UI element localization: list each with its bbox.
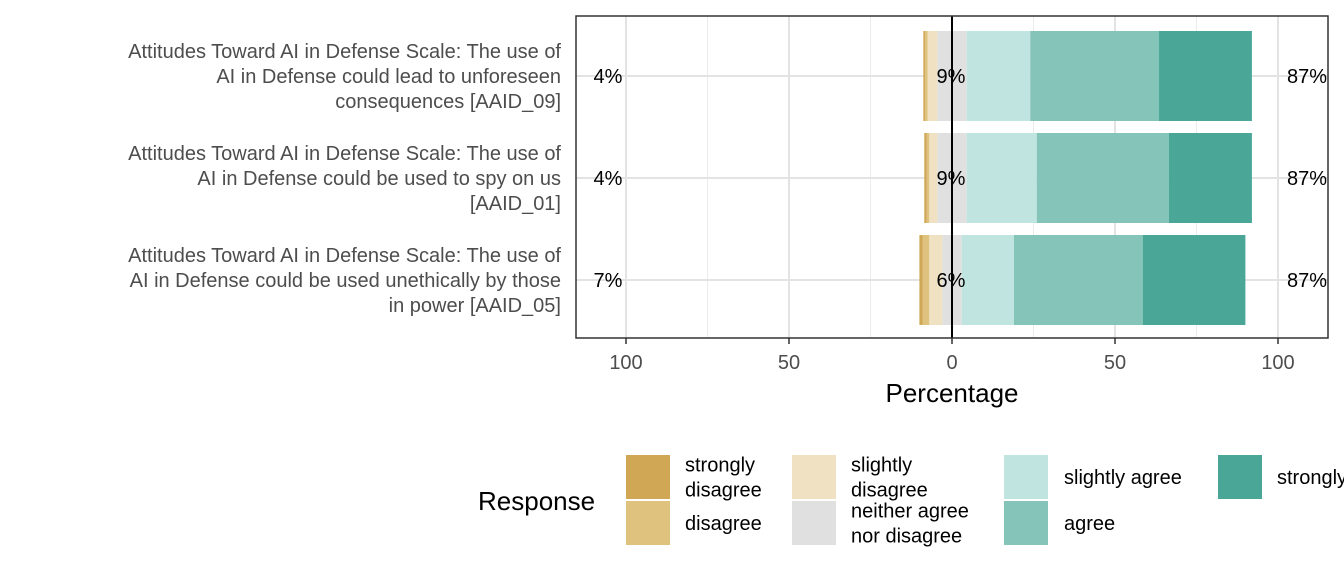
legend-key-strongly-agree bbox=[1218, 455, 1262, 499]
bar-strongly-agree bbox=[1168, 133, 1252, 223]
legend-key-disagree bbox=[626, 501, 670, 545]
legend-label: strongly bbox=[685, 455, 755, 477]
x-tick-label: 100 bbox=[1261, 352, 1294, 374]
right-percent-label: 87% bbox=[1287, 270, 1327, 292]
bar-slightly-agree bbox=[966, 31, 1031, 121]
legend-key-neither-agree-nor-disagree bbox=[792, 501, 836, 545]
bar-neither-agree-nor-disagree bbox=[937, 31, 952, 121]
bar-neither-agree-nor-disagree bbox=[937, 133, 952, 223]
category-label: consequences [AAID_09] bbox=[335, 91, 561, 113]
legend-label: disagree bbox=[685, 480, 762, 502]
bar-strongly-disagree bbox=[924, 133, 927, 223]
bar-neither-agree-nor-disagree bbox=[952, 31, 967, 121]
bar-slightly-agree bbox=[961, 235, 1014, 325]
bar-disagree bbox=[926, 133, 930, 223]
x-tick-label: 50 bbox=[778, 352, 800, 374]
center-percent-label: 9% bbox=[937, 66, 966, 88]
legend-label: nor disagree bbox=[851, 526, 962, 548]
x-tick-label: 100 bbox=[609, 352, 642, 374]
bar-disagree bbox=[924, 31, 928, 121]
legend-label: slightly agree bbox=[1064, 467, 1182, 489]
legend-key-agree bbox=[1004, 501, 1048, 545]
bar-agree bbox=[1030, 31, 1160, 121]
left-percent-label: 4% bbox=[594, 66, 623, 88]
bar-neither-agree-nor-disagree bbox=[952, 235, 962, 325]
x-axis-title: Percentage bbox=[886, 378, 1019, 408]
left-percent-label: 7% bbox=[594, 270, 623, 292]
legend-label: neither agree bbox=[851, 501, 969, 523]
category-label: Attitudes Toward AI in Defense Scale: Th… bbox=[128, 245, 561, 267]
legend-label: disagree bbox=[851, 480, 928, 502]
category-label: Attitudes Toward AI in Defense Scale: Th… bbox=[128, 41, 561, 63]
legend-label: disagree bbox=[685, 513, 762, 535]
left-percent-label: 4% bbox=[594, 168, 623, 190]
x-tick-label: 50 bbox=[1104, 352, 1126, 374]
bar-slightly-disagree bbox=[929, 235, 943, 325]
legend-key-slightly-disagree bbox=[792, 455, 836, 499]
center-percent-label: 6% bbox=[937, 270, 966, 292]
legend-title: Response bbox=[478, 486, 595, 516]
category-label: [AAID_01] bbox=[470, 193, 561, 215]
bar-slightly-agree bbox=[966, 133, 1037, 223]
legend-label: strongly agree bbox=[1277, 467, 1344, 489]
bar-agree bbox=[1036, 133, 1169, 223]
center-percent-label: 9% bbox=[937, 168, 966, 190]
bar-strongly-agree bbox=[1142, 235, 1246, 325]
x-tick-label: 0 bbox=[946, 352, 957, 374]
bar-strongly-disagree bbox=[923, 31, 925, 121]
bar-agree bbox=[1013, 235, 1143, 325]
category-label: AI in Defense could lead to unforeseen bbox=[216, 66, 561, 88]
category-label: in power [AAID_05] bbox=[389, 295, 561, 317]
category-label: AI in Defense could be used unethically … bbox=[130, 270, 561, 292]
bar-strongly-agree bbox=[1159, 31, 1252, 121]
legend-label: slightly bbox=[851, 455, 912, 477]
category-label: Attitudes Toward AI in Defense Scale: Th… bbox=[128, 143, 561, 165]
right-percent-label: 87% bbox=[1287, 66, 1327, 88]
bar-slightly-disagree bbox=[929, 133, 938, 223]
category-label: AI in Defense could be used to spy on us bbox=[197, 168, 561, 190]
legend-label: agree bbox=[1064, 513, 1115, 535]
legend-key-slightly-agree bbox=[1004, 455, 1048, 499]
bar-slightly-disagree bbox=[927, 31, 938, 121]
legend-key-strongly-disagree bbox=[626, 455, 670, 499]
bar-neither-agree-nor-disagree bbox=[942, 235, 952, 325]
bar-neither-agree-nor-disagree bbox=[952, 133, 967, 223]
bar-strongly-disagree bbox=[919, 235, 923, 325]
right-percent-label: 87% bbox=[1287, 168, 1327, 190]
bar-disagree bbox=[922, 235, 930, 325]
